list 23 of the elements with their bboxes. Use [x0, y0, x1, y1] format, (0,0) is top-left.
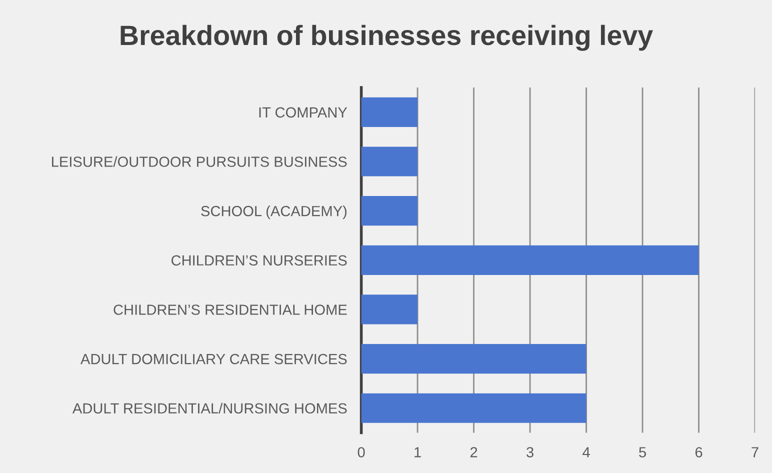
y-tick-label: ADULT DOMICILIARY CARE SERVICES	[80, 354, 347, 364]
x-tick-label: 2	[470, 447, 478, 458]
y-tick-label: SCHOOL (ACADEMY)	[201, 206, 346, 220]
x-tick-label: 5	[639, 447, 646, 458]
x-tick-label: 7	[752, 447, 758, 458]
x-tick-label: 1	[414, 447, 421, 458]
y-tick-label: ADULT RESIDENTIAL/NURSING HOMES	[72, 402, 347, 414]
chart-title: Breakdown of businesses receiving levy	[120, 24, 653, 51]
bar	[361, 97, 418, 127]
bar	[361, 245, 699, 275]
bar	[361, 196, 418, 226]
bar	[361, 344, 586, 374]
y-tick-label: IT COMPANY	[259, 107, 348, 118]
y-tick-label: CHILDREN’S NURSERIES	[171, 255, 347, 266]
bar	[361, 393, 586, 423]
x-tick-label: 6	[695, 447, 702, 458]
x-tick-label: 4	[582, 447, 590, 458]
bar	[361, 146, 418, 176]
bar	[361, 294, 418, 324]
x-tick-label: 0	[358, 447, 365, 458]
y-tick-label: CHILDREN’S RESIDENTIAL HOME	[114, 304, 347, 315]
y-tick-label: LEISURE/OUTDOOR PURSUITS BUSINESS	[52, 156, 347, 167]
x-tick-label: 3	[526, 447, 534, 458]
